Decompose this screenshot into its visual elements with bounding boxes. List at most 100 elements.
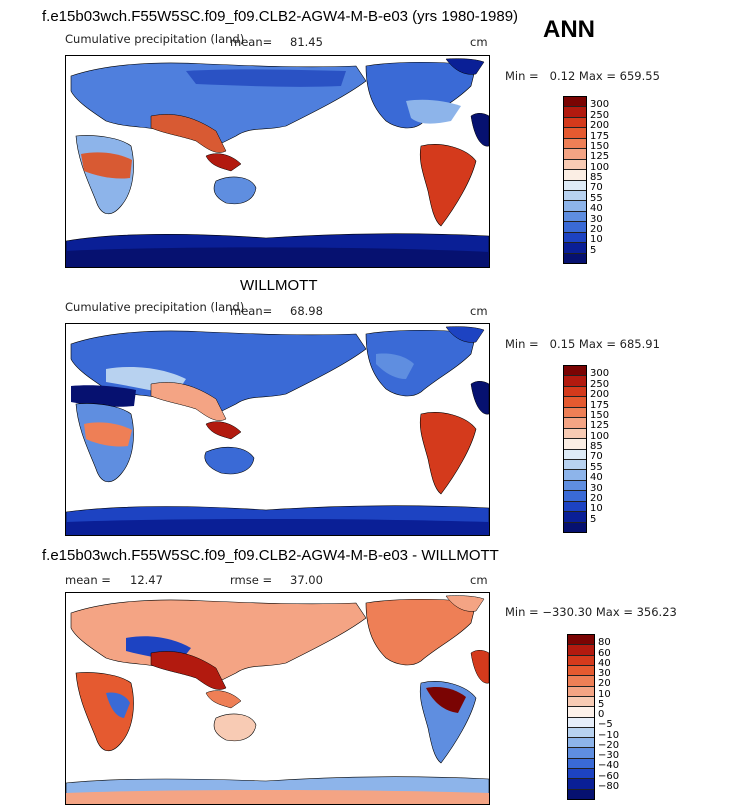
panel3-mean-label: mean =	[65, 573, 111, 587]
colorbar-tick-label: 20	[590, 223, 603, 235]
panel2-sahara	[71, 385, 136, 407]
panel1-map	[65, 55, 490, 268]
colorbar-cell	[564, 222, 586, 233]
panel3-map	[65, 592, 490, 805]
colorbar-cell	[564, 491, 586, 502]
panel3-greenland	[445, 595, 485, 612]
panel3-antarctica-inner	[66, 790, 489, 804]
colorbar-cell	[564, 397, 586, 408]
colorbar-cell	[568, 748, 594, 759]
panel3-amazon	[426, 687, 466, 713]
colorbar-cell	[568, 779, 594, 790]
colorbar-tick-label: 250	[590, 378, 610, 390]
panel2-units: cm	[470, 304, 488, 318]
colorbar-cell	[564, 459, 586, 471]
colorbar-cell	[564, 201, 586, 212]
colorbar-cell	[568, 758, 594, 770]
panel2-subtitle: Cumulative precipitation (land)	[65, 300, 245, 314]
panel3-eurasia	[70, 599, 367, 684]
colorbar-tick-label: −60	[598, 770, 620, 782]
colorbar-tick-label: 10	[590, 234, 603, 246]
colorbar-cell	[564, 376, 586, 387]
panel2-south-america	[419, 412, 477, 495]
panel3-min-max: Min = −330.30 Max = 356.23	[505, 605, 677, 619]
colorbar-cell	[568, 789, 594, 799]
panel2-map	[65, 323, 490, 536]
colorbar-tick-label: 5	[590, 513, 597, 525]
colorbar-cell	[568, 738, 594, 749]
colorbar-tick-label: 40	[598, 657, 611, 669]
colorbar-tick-label: 300	[590, 99, 610, 111]
colorbar-cell	[564, 128, 586, 139]
panel3-map-svg	[66, 595, 489, 804]
colorbar-tick-label: −5	[598, 719, 613, 731]
colorbar-cell	[564, 180, 586, 191]
colorbar-cell	[564, 149, 586, 160]
colorbar-cell	[564, 480, 586, 492]
colorbar-cell	[564, 232, 586, 244]
panel1-greenland	[445, 58, 485, 75]
season-label: ANN	[543, 16, 595, 43]
panel2-mean-label: mean=	[230, 304, 273, 318]
panel1-mean-label: mean=	[230, 35, 273, 49]
colorbar-tick-label: 300	[590, 368, 610, 380]
panel3-title: f.e15b03wch.F55W5SC.f09_f09.CLB2-AGW4-M-…	[42, 547, 499, 564]
colorbar-tick-label: 5	[598, 698, 605, 710]
panel2-north-america	[365, 329, 477, 397]
colorbar-tick-label: 150	[590, 409, 610, 421]
panel2-map-svg	[66, 326, 489, 535]
colorbar-cell	[564, 386, 586, 398]
panel1-mean-value: 81.45	[290, 35, 323, 49]
colorbar-cell	[568, 707, 594, 718]
colorbar-cell	[564, 418, 586, 429]
colorbar-tick-label: 30	[598, 668, 611, 679]
colorbar-cell	[564, 407, 586, 419]
colorbar-tick-label: −80	[598, 780, 620, 792]
colorbar-cell	[568, 676, 594, 687]
colorbar-cell	[564, 449, 586, 460]
colorbar-cell	[564, 117, 586, 129]
colorbar-tick-label: 175	[590, 399, 610, 411]
panel2-mean-value: 68.98	[290, 304, 323, 318]
panel1-south-america	[419, 144, 477, 227]
colorbar-tick-label: 5	[590, 244, 597, 256]
colorbar-tick-label: 250	[590, 109, 610, 121]
panel3-rmse-label: rmse =	[230, 573, 273, 587]
colorbar-cell	[564, 97, 586, 108]
colorbar-tick-label: 85	[590, 172, 603, 183]
colorbar-tick-label: 55	[590, 192, 603, 204]
panel1-africa-tropics	[81, 152, 132, 179]
colorbar-tick-label: 40	[590, 203, 603, 215]
colorbar-cell	[564, 190, 586, 202]
colorbar-tick-label: −30	[598, 750, 620, 761]
colorbar-tick-label: 10	[590, 503, 603, 515]
panel2-us-west	[376, 353, 414, 379]
colorbar-cell	[568, 717, 594, 728]
colorbar-tick-label: 200	[590, 120, 610, 132]
panel2-greenland	[445, 326, 485, 343]
colorbar-tick-label: 125	[590, 151, 610, 163]
colorbar-tick-label: 70	[590, 451, 603, 463]
colorbar-tick-label: 70	[590, 182, 603, 194]
colorbar-cell	[564, 501, 586, 513]
panel3-colorbar	[567, 634, 595, 800]
panel1-min-max: Min = 0.12 Max = 659.55	[505, 69, 660, 83]
panel2-antarctica-inner	[66, 519, 489, 535]
panel1-colorbar	[563, 96, 587, 264]
colorbar-cell	[568, 655, 594, 666]
panel1-units: cm	[470, 35, 488, 49]
colorbar-tick-label: 200	[590, 389, 610, 401]
colorbar-tick-label: 40	[590, 472, 603, 484]
panel2-colorbar	[563, 365, 587, 533]
colorbar-tick-label: −20	[598, 739, 620, 751]
colorbar-cell	[568, 635, 594, 646]
panel1-map-svg	[66, 58, 489, 267]
panel2-min-max: Min = 0.15 Max = 685.91	[505, 337, 660, 351]
panel3-mean-value: 12.47	[130, 573, 163, 587]
colorbar-tick-label: 20	[590, 492, 603, 504]
panel3-units: cm	[470, 573, 488, 587]
panel3-rmse-value: 37.00	[290, 573, 323, 587]
panel1-subtitle: Cumulative precipitation (land)	[65, 32, 245, 46]
panel1-maritime	[205, 153, 242, 172]
colorbar-cell	[568, 686, 594, 697]
